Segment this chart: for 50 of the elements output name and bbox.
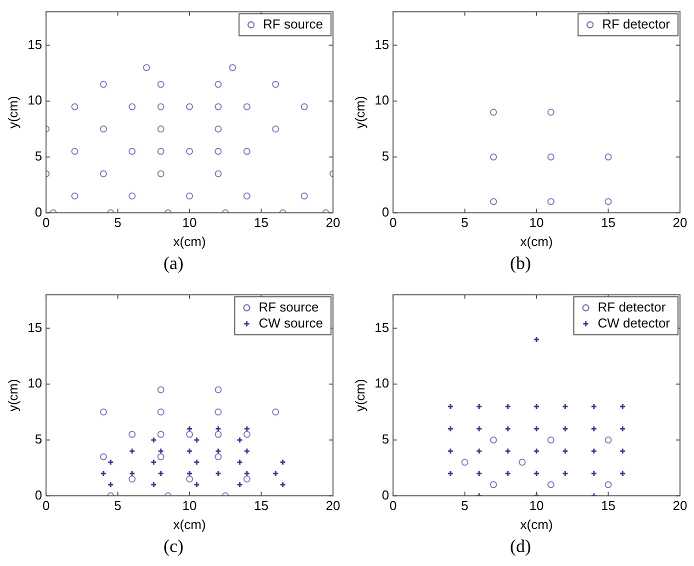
- y-axis-title: y(cm): [352, 379, 368, 412]
- y-tick-label: 15: [28, 320, 42, 335]
- y-tick-label: 10: [28, 376, 42, 391]
- y-tick-label: 15: [374, 36, 390, 52]
- legend-label: RF detector: [598, 299, 666, 314]
- legend-label: CW detector: [598, 315, 671, 330]
- y-tick-label: 0: [34, 204, 42, 220]
- y-axis-title: y(cm): [352, 96, 368, 129]
- x-tick-label: 15: [254, 498, 268, 514]
- text: (c): [162, 536, 184, 557]
- legend-label: CW source: [258, 315, 324, 330]
- x-tick-label: 20: [326, 215, 340, 230]
- x-tick-label: 5: [461, 498, 468, 514]
- y-tick-label: 10: [374, 376, 390, 391]
- y-tick-label: 0: [382, 487, 390, 502]
- y-tick-label: 5: [34, 148, 42, 164]
- x-tick-label: 20: [326, 498, 340, 514]
- y-tick-label: 0: [382, 204, 390, 220]
- x-tick-label: 10: [182, 498, 197, 514]
- x-axis-title: x(cm): [520, 234, 553, 249]
- legend-label: RF source: [258, 299, 319, 314]
- y-tick-label: 0: [34, 487, 42, 502]
- y-tick-label: 5: [382, 148, 390, 164]
- x-tick-label: 15: [601, 498, 616, 514]
- x-tick-label: 15: [254, 215, 268, 230]
- y-tick-label: 10: [374, 92, 390, 108]
- x-axis-title: x(cm): [520, 516, 553, 532]
- x-tick-label: 5: [114, 498, 122, 514]
- y-axis-title: y(cm): [5, 96, 20, 129]
- y-tick-label: 5: [382, 432, 390, 447]
- legend-label: RF detector: [602, 16, 671, 32]
- y-tick-label: 10: [28, 92, 42, 108]
- x-tick-label: 5: [114, 215, 122, 230]
- x-axis-title: x(cm): [173, 234, 206, 249]
- text: (a): [162, 253, 184, 274]
- text: (d): [509, 536, 532, 557]
- x-tick-label: 5: [461, 215, 468, 230]
- x-tick-label: 15: [601, 215, 616, 230]
- x-tick-label: 20: [672, 498, 688, 514]
- x-tick-label: 20: [672, 215, 688, 230]
- x-tick-label: 10: [529, 498, 544, 514]
- y-tick-label: 5: [34, 432, 42, 447]
- text: (b): [509, 253, 532, 274]
- y-tick-label: 15: [374, 320, 390, 335]
- y-axis-title: y(cm): [5, 379, 20, 412]
- legend-label: RF source: [263, 16, 324, 32]
- y-tick-label: 15: [28, 36, 42, 52]
- x-axis-title: x(cm): [173, 516, 206, 532]
- x-tick-label: 10: [182, 215, 197, 230]
- x-tick-label: 10: [529, 215, 544, 230]
